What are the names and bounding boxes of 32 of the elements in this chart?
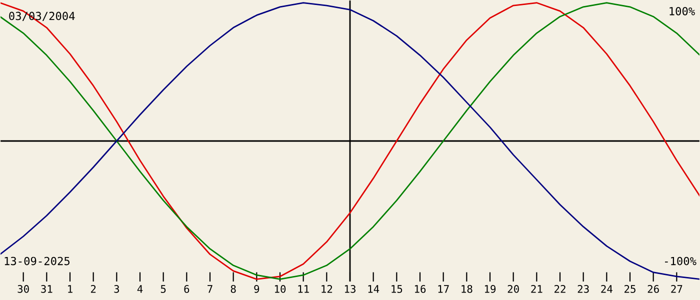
annotation: 13-09-2025: [4, 256, 70, 266]
x-tick-label: 23: [578, 285, 589, 293]
x-tick-label: 13: [344, 285, 356, 293]
x-tick-label: 6: [184, 285, 190, 293]
x-tick-label: 2: [90, 285, 96, 293]
x-tick-label: 26: [648, 285, 659, 293]
x-tick-label: 3: [114, 285, 120, 293]
x-tick-label: 8: [230, 285, 236, 293]
x-tick-label: 15: [392, 285, 402, 293]
x-tick-label: 10: [274, 285, 286, 293]
x-tick-label: 20: [508, 285, 519, 293]
annotation: 100%: [670, 6, 695, 16]
x-tick-label: 25: [624, 285, 636, 293]
annotation: -100%: [664, 256, 696, 266]
x-tick-label: 14: [368, 285, 380, 293]
x-tick-label: 27: [671, 285, 682, 293]
x-tick-label: 22: [554, 285, 566, 293]
x-tick-label: 9: [254, 285, 260, 293]
x-tick-label: 7: [208, 285, 212, 293]
x-tick-label: 17: [438, 285, 449, 293]
x-tick-label: 16: [414, 285, 426, 293]
x-tick-label: 1: [68, 285, 72, 293]
x-tick-label: 12: [322, 285, 332, 293]
x-tick-label: 18: [462, 285, 472, 293]
x-tick-label: 21: [531, 285, 542, 293]
x-tick-label: 30: [18, 285, 29, 293]
x-tick-label: 11: [298, 285, 309, 293]
x-tick-label: 24: [601, 285, 612, 293]
x-tick-label: 19: [484, 285, 496, 293]
x-tick-label: 5: [160, 285, 166, 293]
x-tick-label: 4: [137, 285, 143, 293]
x-tick-label: 31: [41, 285, 52, 293]
